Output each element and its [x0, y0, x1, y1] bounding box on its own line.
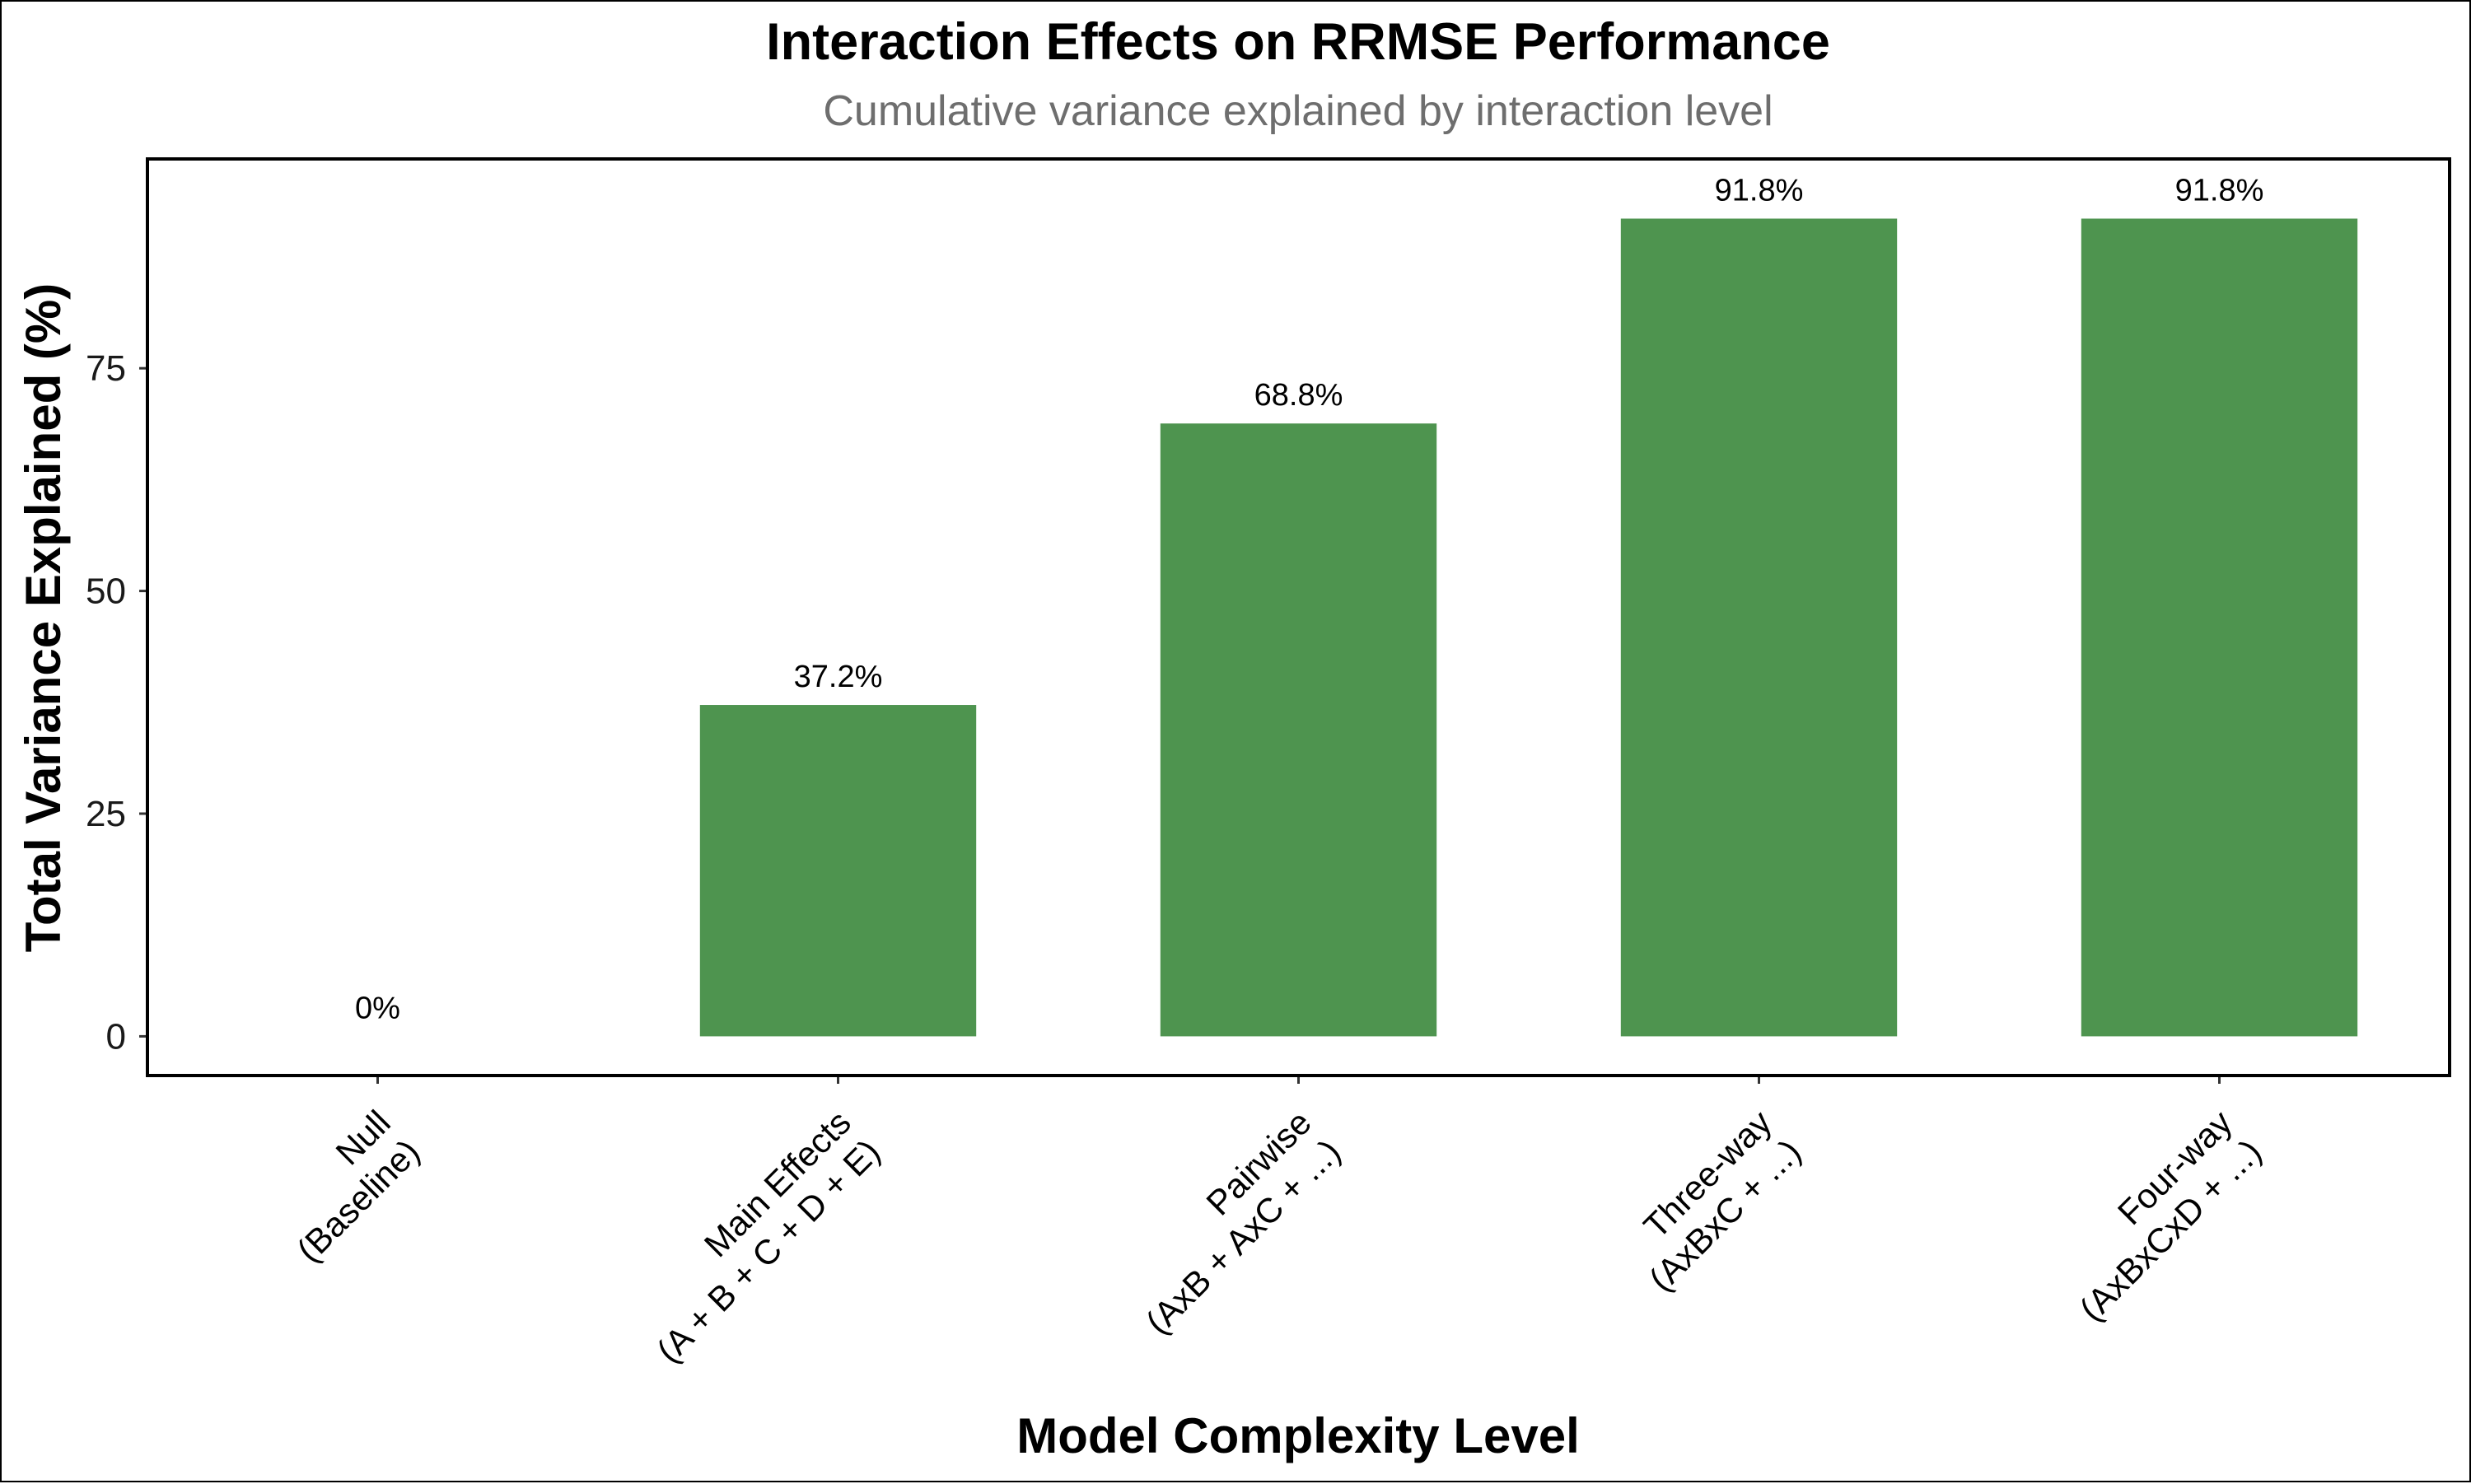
chart-title: Interaction Effects on RRMSE Performance [766, 13, 1830, 71]
plot-area: 0 25 50 75 0% Null(Baseline) 37.2% Main Effects… [86, 157, 2451, 1370]
plot-border [146, 157, 2451, 1077]
data-label: 0% [355, 991, 400, 1025]
data-label: 91.8% [1715, 173, 1804, 208]
data-label: 68.8% [1254, 378, 1343, 413]
y-axis-title: Total Variance Explained (%) [16, 283, 71, 952]
y-tick-label: 50 [86, 572, 126, 612]
data-label: 91.8% [2175, 173, 2264, 208]
bar [1620, 218, 1898, 1037]
bar [2081, 218, 2358, 1037]
x-tick-label: Four-way(AxBxCxD + ...) [2043, 1103, 2268, 1328]
x-tick-label: Three-way(AxBxC + ...) [1612, 1103, 1808, 1299]
y-tick-label: 0 [106, 1016, 126, 1057]
y-tick-label: 25 [86, 794, 126, 834]
bar [1160, 423, 1437, 1037]
x-tick-label: Main Effects(A + B + C + D + E) [620, 1103, 887, 1370]
x-tick-label: Null(Baseline) [260, 1103, 427, 1269]
x-axis-title: Model Complexity Level [1016, 1408, 1580, 1463]
y-tick-label: 75 [86, 348, 126, 389]
bar [699, 705, 977, 1037]
data-label: 37.2% [794, 660, 883, 694]
x-tick-label: Pairwise(AxB + AxC + ...) [1109, 1103, 1348, 1342]
chart-subtitle: Cumulative variance explained by interac… [823, 87, 1773, 135]
